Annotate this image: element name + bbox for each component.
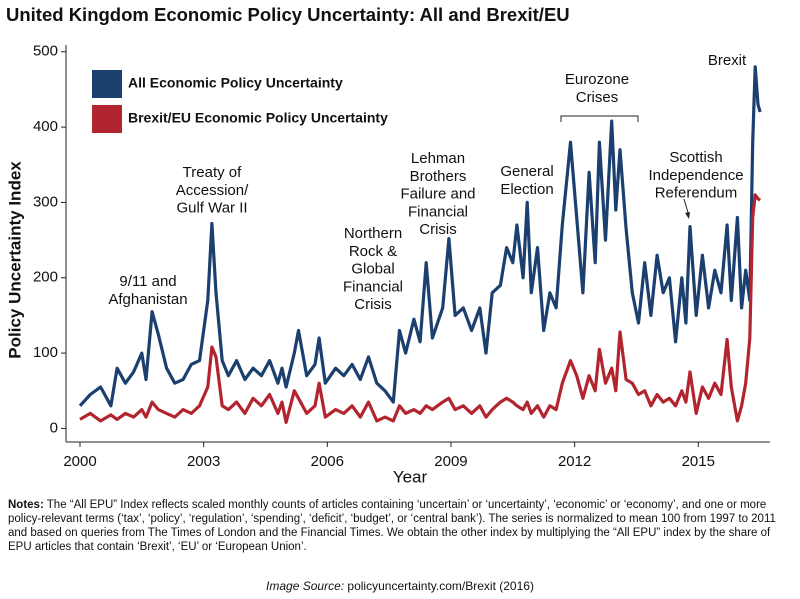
x-axis-label: Year: [393, 467, 428, 486]
source: Image Source: policyuncertainty.com/Brex…: [0, 579, 800, 593]
chart: United Kingdom Economic Policy Uncertain…: [5, 4, 770, 486]
annotation: Accession/: [176, 182, 249, 199]
legend-label: All Economic Policy Uncertainty: [128, 75, 343, 91]
x-tick-label: 2009: [434, 453, 467, 470]
annotation: Scottish: [669, 149, 722, 166]
notes-text: The “All EPU” Index reflects scaled mont…: [8, 499, 776, 553]
x-tick-label: 2015: [682, 453, 715, 470]
series-line: [79, 193, 762, 424]
annotation: Financial: [343, 278, 403, 295]
source-label: Image Source:: [266, 579, 345, 593]
y-tick-label: 0: [50, 419, 58, 436]
annotation: Crises: [576, 89, 619, 106]
annotation: Northern: [344, 225, 402, 242]
source-text: policyuncertainty.com/Brexit (2016): [347, 579, 534, 593]
annotation: General: [500, 163, 553, 180]
y-tick-label: 500: [33, 43, 58, 60]
x-tick-label: 2000: [63, 453, 96, 470]
notes: Notes: The “All EPU” Index reflects scal…: [8, 498, 794, 554]
annotation: Brexit: [708, 52, 747, 69]
y-tick-label: 400: [33, 118, 58, 135]
annotation: Independence: [648, 167, 743, 184]
x-tick-label: 2006: [311, 453, 344, 470]
annotation: Brothers: [410, 168, 467, 185]
x-tick-label: 2003: [187, 453, 220, 470]
annotation: Treaty of: [183, 164, 242, 181]
annotation: Rock &: [349, 243, 397, 260]
annotation: Crisis: [354, 296, 392, 313]
series-line: [78, 65, 762, 408]
annotation: Election: [500, 181, 553, 198]
annotation: 9/11 and: [119, 273, 176, 290]
legend-label: Brexit/EU Economic Policy Uncertainty: [128, 110, 388, 126]
annotation: Gulf War II: [176, 200, 247, 217]
annotation: Lehman: [411, 150, 465, 167]
notes-label: Notes:: [8, 499, 44, 511]
annotation: Financial: [408, 203, 468, 220]
annotation: Referendum: [655, 185, 738, 202]
y-axis-label: Policy Uncertainty Index: [5, 161, 24, 359]
x-tick-label: 2012: [558, 453, 591, 470]
bracket: [560, 115, 639, 122]
annotation: Afghanistan: [108, 291, 187, 308]
chart-title: United Kingdom Economic Policy Uncertain…: [6, 4, 570, 25]
y-tick-label: 300: [33, 193, 58, 210]
annotation: Eurozone: [565, 71, 629, 88]
legend-swatch: [92, 70, 122, 98]
annotation: Global: [351, 261, 394, 278]
y-tick-label: 200: [33, 269, 58, 286]
y-tick-label: 100: [33, 344, 58, 361]
arrow-head: [685, 212, 690, 219]
annotation: Crisis: [419, 221, 457, 238]
legend-swatch: [92, 105, 122, 133]
annotation: Failure and: [400, 186, 475, 203]
